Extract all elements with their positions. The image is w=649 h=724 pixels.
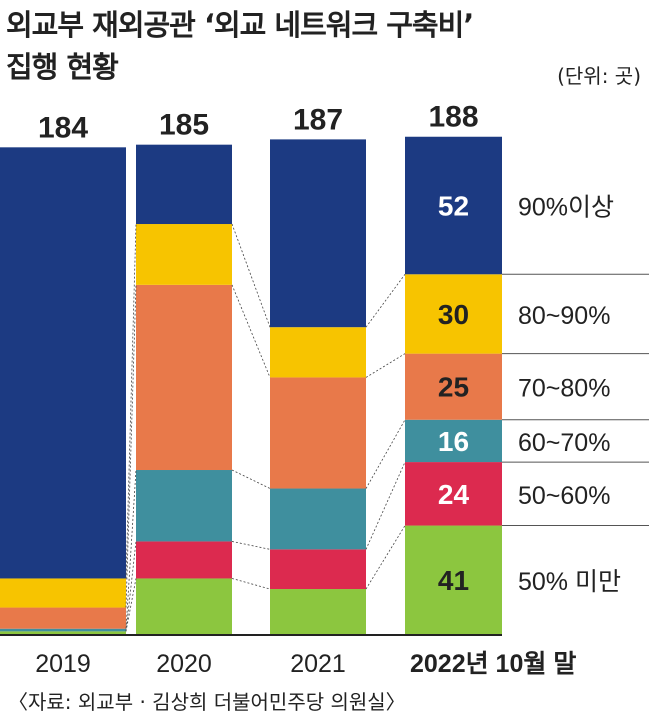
bar-segment (270, 549, 366, 590)
connector-line (365, 274, 406, 328)
chart-title-line2: 집행 현황 (6, 50, 119, 84)
bar-segment (0, 147, 126, 579)
legend-label: 50~60% (518, 482, 610, 510)
chart-title: 외교부 재외공관 ‘외교 네트워크 구축비’ (6, 8, 474, 42)
data-label: 41 (438, 565, 469, 596)
data-label: 25 (438, 372, 469, 403)
legend-label: 50% 미만 (518, 568, 621, 596)
connector-line (365, 461, 406, 550)
bar-segment (0, 578, 126, 608)
category-label: 2022년 10월 말 (410, 650, 576, 678)
data-label: 52 (438, 191, 469, 222)
source-note: 〈자료: 외교부 · 김상희 더불어민주당 의원실〉 (8, 690, 406, 714)
connector-line (231, 541, 271, 550)
bar-segment (405, 353, 502, 420)
total-label: 187 (293, 103, 343, 136)
legend-label: 60~70% (518, 429, 610, 457)
bar-segment (405, 462, 502, 526)
connector-line (365, 525, 406, 590)
bar-segment (136, 284, 232, 471)
data-label: 30 (438, 299, 469, 330)
bar-segment (270, 327, 366, 378)
connector-line (125, 284, 137, 608)
bar-segment (270, 589, 366, 634)
bar-segment (405, 525, 502, 634)
connector-line (365, 419, 406, 489)
category-label: 2019 (35, 650, 91, 678)
connector-line (365, 353, 406, 378)
data-label: 16 (438, 426, 469, 457)
bar-segment (405, 136, 502, 275)
connector-line (125, 541, 137, 632)
connector-line (231, 578, 271, 590)
bar-segment (136, 144, 232, 225)
bar-segment (136, 224, 232, 285)
bar-segment (270, 377, 366, 489)
data-label: 24 (438, 479, 470, 510)
connector-line (231, 284, 271, 378)
connector-line (231, 469, 271, 489)
bar-segment (0, 628, 126, 632)
bar-segment (405, 419, 502, 463)
bar-segment (0, 631, 126, 634)
total-label: 188 (428, 101, 478, 134)
total-label: 184 (38, 111, 88, 144)
legend-label: 70~80% (518, 375, 610, 403)
legend-label: 80~90% (518, 302, 610, 330)
bar-segment (136, 470, 232, 542)
bar-segment (270, 139, 366, 328)
legend-label: 90%이상 (518, 194, 614, 222)
bar-segment (136, 578, 232, 634)
category-label: 2021 (290, 650, 346, 678)
total-label: 185 (159, 109, 209, 142)
category-label: 2020 (156, 650, 212, 678)
unit-label: (단위: 곳) (557, 64, 641, 88)
connector-line (125, 224, 137, 579)
connector-line (231, 223, 271, 328)
bar-segment (136, 541, 232, 579)
connector-line (125, 469, 137, 629)
connector-line (125, 578, 137, 632)
bar-segment (0, 607, 126, 629)
bar-segment (270, 488, 366, 550)
bar-segment (405, 274, 502, 354)
